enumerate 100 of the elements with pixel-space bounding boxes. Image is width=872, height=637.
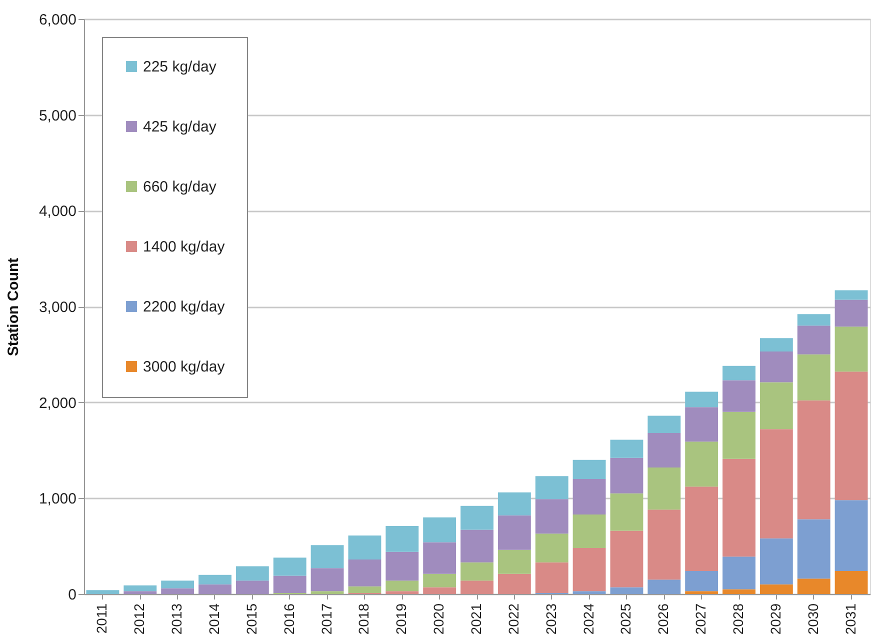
bar [124, 585, 157, 592]
bar [124, 591, 157, 594]
bar [797, 519, 830, 579]
x-tick-label: 2011 [94, 603, 110, 634]
bar [797, 400, 830, 520]
bar [198, 574, 232, 584]
y-tick-label: 2,000 [38, 394, 76, 412]
x-tick-label: 2029 [767, 603, 784, 635]
bar [572, 548, 606, 592]
bar [722, 380, 756, 412]
bar [834, 500, 868, 571]
bar [722, 366, 756, 380]
bar [610, 493, 644, 531]
bar [572, 514, 606, 548]
bar [423, 587, 456, 594]
bar [535, 562, 568, 594]
bar [535, 534, 568, 562]
x-tick-label: 2026 [655, 603, 672, 635]
bar [760, 538, 793, 584]
bar [460, 506, 494, 530]
bar [423, 542, 456, 574]
bar [610, 458, 644, 494]
bar [161, 588, 194, 594]
x-tick-label: 2030 [804, 603, 821, 635]
y-tick-label: 0 [68, 586, 76, 604]
bar [86, 590, 120, 594]
bar [648, 416, 681, 433]
bar [348, 560, 382, 586]
bar [610, 440, 644, 458]
bar [572, 479, 606, 514]
bar [834, 571, 868, 594]
bar [310, 591, 344, 594]
legend-label: 425 kg/day [143, 118, 217, 136]
bar [572, 460, 606, 479]
bar [834, 300, 868, 327]
bar [834, 372, 868, 500]
x-tick-label: 2017 [318, 603, 334, 635]
x-tick-label: 2020 [430, 603, 447, 635]
bar [685, 571, 718, 592]
bar [610, 530, 644, 588]
bar [386, 552, 419, 581]
bar [423, 574, 456, 588]
bar [685, 392, 718, 408]
bar [236, 580, 269, 594]
bar [760, 352, 793, 382]
bar [760, 338, 793, 352]
bar [834, 326, 868, 372]
bar [386, 526, 419, 552]
bar [535, 499, 568, 534]
y-tick-label: 6,000 [38, 12, 76, 28]
x-tick-label: 2027 [692, 603, 709, 635]
bar [648, 433, 681, 468]
bar [648, 510, 681, 580]
legend-label: 660 kg/day [143, 178, 217, 196]
legend-label: 1400 kg/day [143, 238, 226, 256]
bar [685, 591, 718, 594]
bar [760, 382, 793, 430]
x-tick-label: 2025 [618, 603, 634, 635]
bar [273, 558, 306, 576]
bar [722, 458, 756, 557]
bar [685, 442, 718, 487]
x-tick-label: 2013 [168, 603, 185, 635]
y-tick-label: 5,000 [38, 107, 76, 124]
bar [722, 589, 756, 594]
bar [460, 580, 494, 594]
bar [198, 584, 232, 594]
bar [535, 476, 568, 500]
bar [648, 580, 681, 594]
bar [386, 580, 419, 592]
bar [310, 568, 344, 592]
bar [722, 412, 756, 459]
x-tick-label: 2012 [131, 603, 148, 635]
x-tick-label: 2018 [356, 603, 372, 635]
bar [460, 530, 494, 562]
bar [760, 584, 793, 594]
bar [460, 562, 494, 581]
x-tick-label: 2031 [842, 603, 858, 635]
bar [310, 545, 344, 568]
bar [498, 492, 531, 516]
bar [161, 580, 194, 588]
bar [722, 556, 756, 590]
bar [797, 326, 830, 354]
y-tick-label: 1,000 [38, 490, 76, 508]
x-tick-label: 2028 [730, 603, 746, 635]
bar [386, 591, 419, 594]
x-tick-label: 2023 [542, 603, 559, 635]
y-tick-label: 3,000 [38, 299, 76, 316]
legend-label: 2200 kg/day [143, 298, 226, 316]
x-tick-label: 2024 [580, 603, 596, 635]
bar [610, 587, 644, 594]
x-tick-label: 2019 [393, 603, 410, 635]
bar [685, 486, 718, 571]
bar [685, 407, 718, 442]
x-tick-label: 2021 [468, 603, 484, 635]
bar [834, 290, 868, 300]
legend-label: 225 kg/day [143, 58, 217, 76]
bar [423, 517, 456, 542]
y-tick-label: 4,000 [38, 203, 76, 220]
y-axis-title: Station Count [4, 258, 22, 356]
legend-label: 3000 kg/day [143, 358, 226, 376]
